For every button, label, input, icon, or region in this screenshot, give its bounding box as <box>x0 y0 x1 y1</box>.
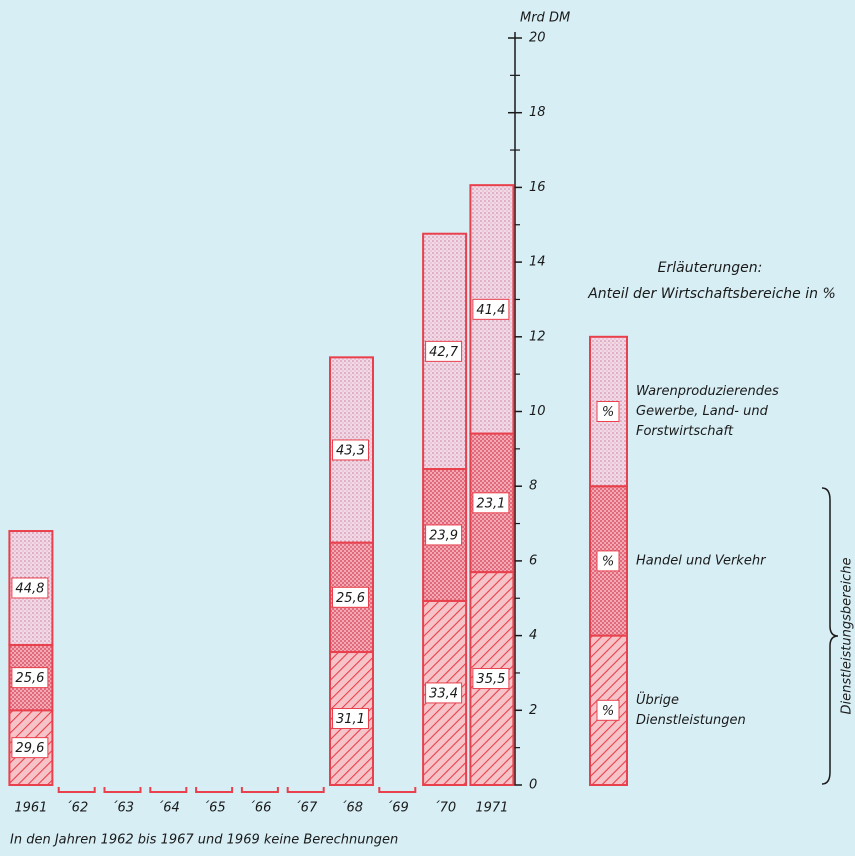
x-tick-label: 1971 <box>475 801 508 816</box>
y-tick-label: 8 <box>529 479 537 494</box>
share-label-box <box>425 340 463 362</box>
unit-label: Mrd DM <box>520 11 570 26</box>
no-data-mark <box>57 787 96 793</box>
share-label-box <box>11 667 49 689</box>
share-label-box <box>472 668 510 690</box>
y-tick-label: 20 <box>529 31 546 46</box>
legend-label: Handel und Verkehr <box>636 553 767 568</box>
footnote: In den Jahren 1962 bis 1967 und 1969 kei… <box>10 833 398 848</box>
share-label-box <box>332 439 369 461</box>
legend-subtitle: Anteil der Wirtschaftsbereiche in % <box>587 286 836 302</box>
x-tick-label: ´65 <box>203 801 226 816</box>
share-label: 23,1 <box>476 496 505 511</box>
no-data-mark <box>195 787 234 793</box>
legend-symbol: % <box>602 554 614 569</box>
y-tick-label: 10 <box>529 404 546 419</box>
x-tick-label: ´70 <box>433 801 456 816</box>
group-label: Dienstleistungsbereiche <box>840 558 855 715</box>
x-tick-label: ´66 <box>248 801 271 816</box>
y-tick-label: 16 <box>529 180 546 195</box>
share-label-box <box>472 492 510 514</box>
x-tick-label: ´64 <box>157 801 180 816</box>
x-tick-label: ´68 <box>340 801 363 816</box>
y-tick-label: 2 <box>529 703 537 718</box>
share-label-box <box>11 577 49 599</box>
share-label: 33,4 <box>429 686 458 701</box>
x-tick-label: 1961 <box>14 801 47 816</box>
share-label-box <box>332 708 369 730</box>
legend-symbol-box <box>596 401 620 422</box>
share-label: 23,9 <box>429 528 458 543</box>
legend-swatch <box>589 335 628 488</box>
y-tick-label: 14 <box>529 255 546 270</box>
x-tick-label: ´63 <box>111 801 134 816</box>
no-data-mark <box>240 787 279 793</box>
share-label: 25,6 <box>15 671 44 686</box>
share-label-box <box>472 298 510 320</box>
share-label: 44,8 <box>15 581 44 596</box>
brace <box>821 487 839 785</box>
legend-title: Erläuterungen: <box>658 260 763 276</box>
y-tick-label: 6 <box>529 553 537 568</box>
share-label: 35,5 <box>476 672 505 687</box>
share-label: 31,1 <box>336 712 365 727</box>
legend-symbol-box <box>596 550 620 572</box>
no-data-mark <box>378 787 417 793</box>
no-data-mark <box>286 787 325 793</box>
y-tick-label: 0 <box>529 778 537 793</box>
y-tick-label: 12 <box>529 329 546 344</box>
share-label-box <box>425 524 463 546</box>
y-tick-label: 4 <box>529 628 537 643</box>
x-tick-label: ´69 <box>386 801 409 816</box>
share-label-box <box>11 737 49 759</box>
legend-label: Dienstleistungen <box>636 713 746 728</box>
share-label-box <box>332 586 369 608</box>
share-label: 29,6 <box>15 741 44 756</box>
x-tick-label: ´62 <box>65 801 88 816</box>
no-data-mark <box>103 787 142 793</box>
legend-symbol: % <box>602 405 614 420</box>
legend-label: Übrige <box>636 691 679 708</box>
legend-symbol: % <box>602 704 614 719</box>
legend-label: Forstwirtschaft <box>636 424 734 439</box>
share-label: 41,4 <box>476 303 505 318</box>
no-data-mark <box>149 787 188 793</box>
share-label-box <box>425 682 463 704</box>
y-tick-label: 18 <box>529 105 546 120</box>
share-label: 43,3 <box>336 443 365 458</box>
share-label: 42,7 <box>429 345 459 360</box>
legend-label: Gewerbe, Land- und <box>636 404 769 419</box>
legend-label: Warenproduzierendes <box>636 384 779 399</box>
x-tick-label: ´67 <box>294 801 318 816</box>
share-label: 25,6 <box>336 591 365 606</box>
legend-symbol-box <box>596 699 620 721</box>
